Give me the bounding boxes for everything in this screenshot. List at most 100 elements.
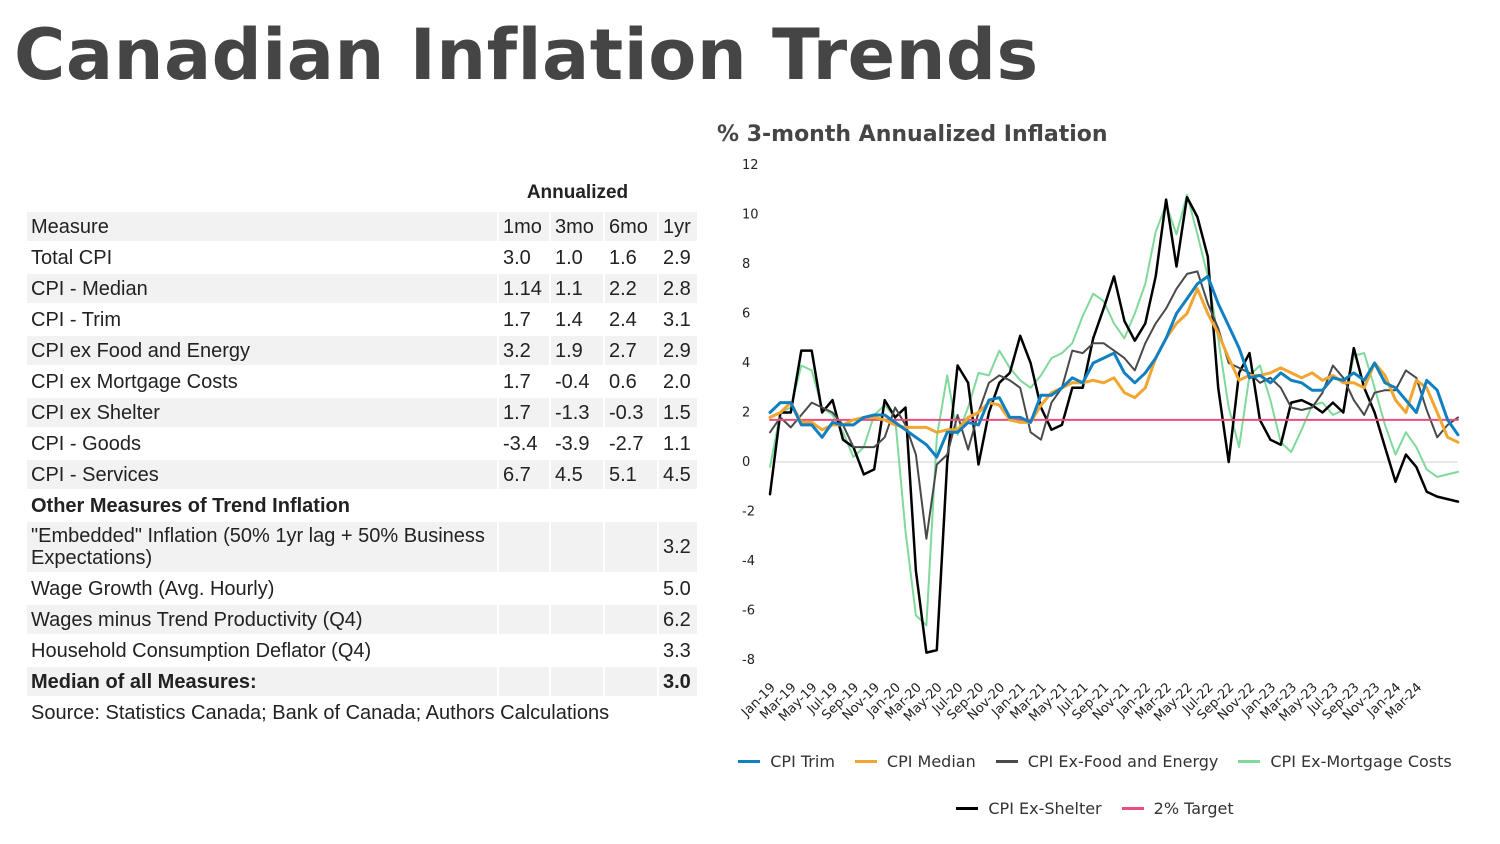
column-header-1mo: 1mo (499, 212, 549, 241)
measure-name: CPI ex Food and Energy (27, 336, 497, 365)
page-title: Canadian Inflation Trends (14, 14, 1039, 96)
empty-cell (605, 667, 657, 696)
legend-item: CPI Median (854, 752, 976, 771)
legend-swatch (956, 807, 979, 810)
chart-title: % 3-month Annualized Inflation (717, 122, 1108, 147)
series-line-cpi-ex-food-and-energy (769, 270, 1459, 540)
column-header-3mo: 3mo (551, 212, 603, 241)
value-1yr: 2.9 (659, 336, 697, 365)
value-1yr: 2.8 (659, 274, 697, 303)
legend-swatch (1121, 807, 1144, 810)
table-header-row: Measure 1mo 3mo 6mo 1yr (27, 212, 697, 241)
column-header-6mo: 6mo (605, 212, 657, 241)
series-line-cpi-median (768, 287, 1460, 444)
measure-name: "Embedded" Inflation (50% 1yr lag + 50% … (27, 522, 497, 572)
line-chart: -8 -6 -4 -2 0 2 4 6 8 10 12 Jan-19Mar-19May-19Jul-… (738, 158, 1460, 725)
legend-item: CPI Trim (738, 752, 835, 771)
value-1mo: 1.7 (499, 398, 549, 427)
column-header-measure: Measure (27, 212, 497, 241)
measure-name: CPI - Trim (31, 308, 121, 331)
measure-name: Median of all Measures: (27, 667, 497, 696)
series-line-cpi-ex-shelter (768, 195, 1460, 654)
y-tick-label: 6 (742, 307, 750, 322)
legend-label: 2% Target (1153, 799, 1234, 818)
y-tick-label: -4 (742, 554, 755, 569)
measure-name: CPI ex Shelter (27, 398, 497, 427)
table-row: CPI ex Mortgage Costs 1.7 -0.4 0.6 2.0 (27, 367, 697, 396)
source-note: Source: Statistics Canada; Bank of Canad… (31, 701, 610, 724)
empty-cell (499, 574, 549, 603)
value-3mo: 1.0 (555, 246, 583, 269)
measure-name: Household Consumption Deflator (Q4) (31, 639, 372, 662)
table-row: CPI - Median 1.14 1.1 2.2 2.8 (27, 274, 697, 303)
value-6mo: 2.2 (605, 274, 657, 303)
empty-cell (605, 574, 657, 603)
value-3mo: -3.9 (555, 432, 590, 455)
value-1mo: 1.14 (499, 274, 549, 303)
table-row: Household Consumption Deflator (Q4) 3.3 (27, 636, 697, 665)
series-line-cpi-ex-mortgage-costs (769, 193, 1459, 627)
y-tick-label: 0 (742, 455, 750, 470)
value-6mo: -0.3 (605, 398, 657, 427)
y-tick-label: 8 (742, 257, 750, 272)
measure-name: Wage Growth (Avg. Hourly) (31, 577, 275, 600)
y-tick-label: 10 (742, 208, 759, 223)
measures-table: Measure 1mo 3mo 6mo 1yr Total CPI 3.0 1.… (25, 210, 699, 729)
value-6mo: 1.6 (609, 246, 637, 269)
legend-label: CPI Ex-Mortgage Costs (1270, 752, 1452, 771)
empty-cell (551, 522, 603, 572)
value-1mo: 1.7 (503, 370, 531, 393)
y-tick-label: -2 (742, 505, 755, 520)
value-1yr: 3.1 (663, 308, 691, 331)
value-1yr: 2.9 (663, 246, 691, 269)
empty-cell (499, 667, 549, 696)
chart-legend: CPI Trim CPI Median CPI Ex-Food and Energy… (700, 752, 1490, 818)
value-1mo: -3.4 (503, 432, 538, 455)
value-1yr: 4.5 (659, 460, 697, 489)
value-1yr: 3.2 (659, 522, 697, 572)
empty-cell (551, 667, 603, 696)
legend-label: CPI Median (886, 752, 976, 771)
value-3mo: -0.4 (555, 370, 590, 393)
y-tick-label: 2 (742, 406, 750, 421)
empty-cell (605, 605, 657, 634)
source-row: Source: Statistics Canada; Bank of Canad… (27, 698, 697, 727)
value-3mo: 4.5 (551, 460, 603, 489)
legend-label: CPI Ex-Shelter (988, 799, 1102, 818)
measure-name: CPI - Median (27, 274, 497, 303)
other-measures-header-row: Other Measures of Trend Inflation (27, 491, 697, 520)
table-row: Wages minus Trend Productivity (Q4) 6.2 (27, 605, 697, 634)
median-row: Median of all Measures: 3.0 (27, 667, 697, 696)
value-3mo: 1.4 (555, 308, 583, 331)
legend-swatch (738, 760, 761, 763)
table-row: Total CPI 3.0 1.0 1.6 2.9 (27, 243, 697, 272)
legend-item: CPI Ex-Shelter (956, 799, 1102, 818)
value-1yr: 1.1 (663, 432, 691, 455)
legend-swatch (1238, 760, 1261, 763)
empty-cell (551, 574, 603, 603)
value-6mo: 5.1 (605, 460, 657, 489)
value-6mo: 0.6 (609, 370, 637, 393)
value-6mo: 2.4 (609, 308, 637, 331)
legend-label: CPI Trim (770, 752, 835, 771)
y-axis: -8 -6 -4 -2 0 2 4 6 8 10 12 (742, 158, 759, 668)
value-1mo: 3.2 (499, 336, 549, 365)
value-1yr: 5.0 (663, 577, 691, 600)
y-tick-label: 12 (742, 158, 759, 173)
x-axis: Jan-19Mar-19May-19Jul-19Sep-19Nov-19Jan-… (738, 680, 1425, 724)
measure-name: CPI ex Mortgage Costs (31, 370, 238, 393)
value-1yr: 2.0 (663, 370, 691, 393)
empty-cell (605, 636, 657, 665)
measure-name: CPI - Services (27, 460, 497, 489)
legend-item: 2% Target (1121, 799, 1234, 818)
empty-cell (551, 605, 603, 634)
table-row: Wage Growth (Avg. Hourly) 5.0 (27, 574, 697, 603)
column-header-1yr: 1yr (659, 212, 697, 241)
table-row: "Embedded" Inflation (50% 1yr lag + 50% … (27, 522, 697, 572)
y-tick-label: -6 (742, 604, 755, 619)
value-1yr: 3.0 (659, 667, 697, 696)
value-1yr: 3.3 (663, 639, 691, 662)
empty-cell (499, 636, 549, 665)
value-1yr: 1.5 (659, 398, 697, 427)
value-1mo: 3.0 (503, 246, 531, 269)
